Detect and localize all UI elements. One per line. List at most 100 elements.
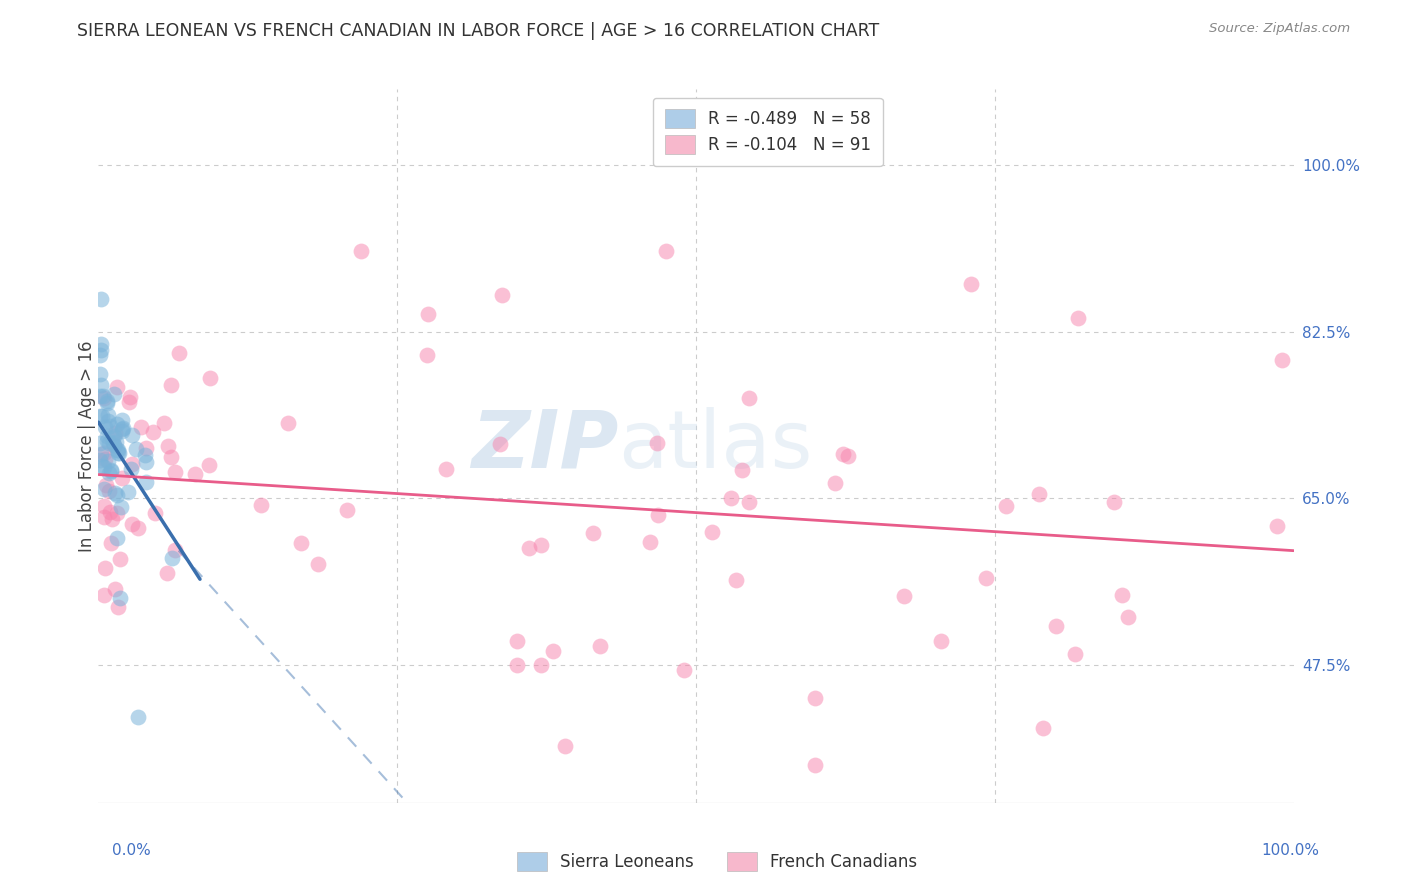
Point — [91, 389, 114, 403]
Legend: R = -0.489   N = 58, R = -0.104   N = 91: R = -0.489 N = 58, R = -0.104 N = 91 — [652, 97, 883, 166]
Point — [100, 419, 122, 434]
Point — [89, 389, 111, 403]
Point — [135, 455, 157, 469]
Point — [96, 428, 118, 442]
Point — [1116, 610, 1139, 624]
Point — [105, 434, 128, 449]
Point — [107, 445, 129, 459]
Point — [489, 436, 512, 450]
Point — [94, 419, 117, 434]
Point — [90, 409, 112, 424]
Point — [506, 657, 529, 672]
Point — [183, 467, 205, 481]
Point — [160, 450, 183, 464]
Point — [111, 413, 134, 427]
Point — [804, 757, 827, 772]
Point — [121, 516, 143, 531]
Point — [105, 531, 128, 545]
Legend: Sierra Leoneans, French Canadians: Sierra Leoneans, French Canadians — [509, 843, 925, 880]
Point — [107, 599, 129, 614]
Point — [101, 512, 124, 526]
Point — [416, 307, 439, 321]
Point — [93, 589, 115, 603]
Text: Source: ZipAtlas.com: Source: ZipAtlas.com — [1209, 22, 1350, 36]
Point — [135, 441, 157, 455]
Point — [89, 409, 111, 423]
Point — [103, 437, 125, 451]
Point — [156, 566, 179, 580]
Point — [160, 378, 183, 392]
Point — [101, 435, 124, 450]
Point — [121, 428, 143, 442]
Point — [107, 442, 129, 457]
Point — [655, 244, 678, 258]
Point — [1032, 722, 1054, 736]
Point — [105, 487, 128, 501]
Point — [117, 485, 139, 500]
Point — [93, 460, 115, 475]
Point — [127, 710, 149, 724]
Point — [98, 484, 121, 499]
Point — [93, 482, 115, 496]
Point — [804, 691, 827, 706]
Point — [104, 425, 127, 440]
Point — [96, 434, 118, 448]
Point — [1265, 519, 1288, 533]
Point — [101, 431, 124, 445]
Point — [110, 500, 132, 514]
Text: 100.0%: 100.0% — [1261, 843, 1319, 858]
Point — [90, 378, 112, 392]
Point — [165, 465, 187, 479]
Point — [91, 458, 114, 473]
Point — [108, 551, 131, 566]
Point — [90, 447, 112, 461]
Point — [156, 439, 179, 453]
Point — [118, 395, 141, 409]
Point — [118, 390, 141, 404]
Text: 0.0%: 0.0% — [112, 843, 152, 858]
Point — [98, 436, 121, 450]
Point — [277, 417, 299, 431]
Point — [108, 591, 131, 606]
Point — [160, 551, 183, 566]
Point — [104, 486, 127, 500]
Text: SIERRA LEONEAN VS FRENCH CANADIAN IN LABOR FORCE | AGE > 16 CORRELATION CHART: SIERRA LEONEAN VS FRENCH CANADIAN IN LAB… — [77, 22, 880, 40]
Point — [1067, 310, 1090, 325]
Point — [638, 534, 661, 549]
Point — [506, 634, 529, 648]
Point — [121, 458, 143, 472]
Point — [1028, 487, 1050, 501]
Point — [105, 380, 128, 394]
Point — [1064, 647, 1087, 661]
Point — [491, 288, 513, 302]
Point — [93, 561, 115, 575]
Point — [994, 500, 1017, 514]
Point — [738, 494, 761, 508]
Point — [837, 449, 859, 463]
Point — [931, 634, 953, 648]
Point — [90, 343, 112, 357]
Point — [1102, 494, 1125, 508]
Point — [104, 582, 127, 597]
Point — [97, 408, 120, 422]
Point — [97, 453, 120, 467]
Point — [90, 292, 112, 306]
Point — [307, 557, 329, 571]
Text: ZIP: ZIP — [471, 407, 619, 485]
Point — [198, 458, 221, 472]
Point — [731, 463, 754, 477]
Point — [200, 370, 222, 384]
Point — [103, 386, 125, 401]
Point — [111, 422, 134, 436]
Point — [103, 429, 125, 443]
Point — [100, 536, 122, 550]
Point — [530, 657, 553, 672]
Point — [647, 508, 669, 522]
Point — [89, 367, 111, 381]
Point — [129, 419, 152, 434]
Point — [720, 491, 742, 506]
Point — [290, 535, 312, 549]
Point — [582, 526, 605, 541]
Point — [824, 476, 846, 491]
Point — [111, 421, 134, 435]
